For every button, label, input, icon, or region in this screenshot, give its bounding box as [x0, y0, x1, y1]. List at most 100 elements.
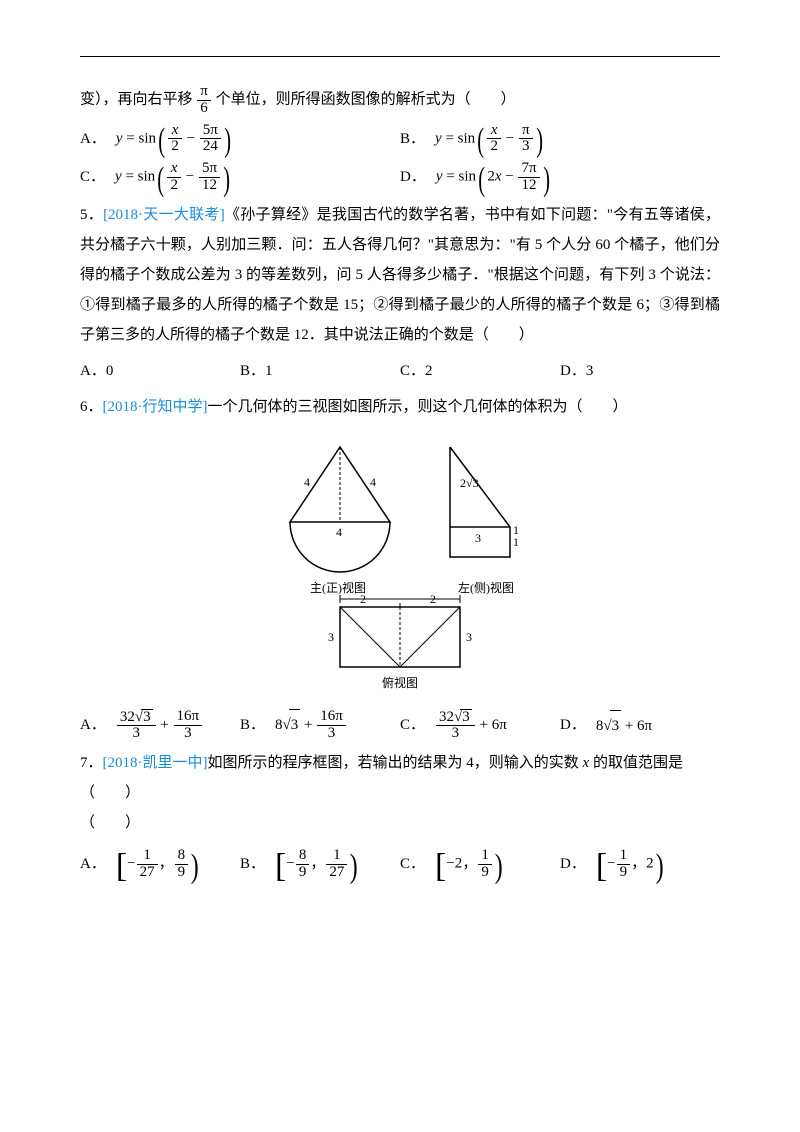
- q4-stem-text1: 变），再向右平移: [80, 92, 193, 108]
- q4a-f2n: 5π: [200, 123, 221, 140]
- q6-d: D． 8√3 + 6π: [560, 709, 720, 743]
- q6-b: B． 8√3 + 16π3: [240, 709, 400, 743]
- q6-figure: 4 4 4 主(正)视图 2√3 3 1 1 左(侧)视图 2: [80, 432, 720, 703]
- q4-row1: A． y = sin(x2 − 5π24) B． y = sin(x2 − π3…: [80, 123, 720, 156]
- q6c-ld: 3: [436, 726, 475, 742]
- q6-source: [2018·行知中学]: [103, 399, 208, 415]
- q5-choices: A．0 B．1 C．2 D．3: [80, 356, 720, 386]
- q7-blank: （ ）: [80, 808, 720, 838]
- q4-frac-den: 6: [197, 101, 211, 117]
- q7b-f1d: 9: [296, 865, 310, 881]
- q4-a-label: A．: [80, 124, 106, 154]
- q4-b-label: B．: [400, 124, 425, 154]
- q4c-f2n: 5π: [199, 161, 220, 178]
- fv-l4b: 4: [370, 475, 376, 489]
- q4b-f1n: x: [487, 123, 501, 140]
- q7-a: A． [−127，89): [80, 848, 240, 881]
- q5-c: C．2: [400, 356, 560, 386]
- q4-row2: C． y = sin(x2 − 5π12) D． y = sin(2x − 7π…: [80, 161, 720, 194]
- q4-b-math: y = sin(x2 − π3): [435, 123, 545, 156]
- q4c-f2d: 12: [199, 178, 220, 194]
- q7c-p: C．: [400, 849, 425, 879]
- q6-a: A． 32√33 + 16π3: [80, 709, 240, 743]
- top-label: 俯视图: [382, 675, 418, 690]
- q4-c-math: y = sin(x2 − 5π12): [115, 161, 232, 194]
- q7a-f1d: 27: [137, 865, 158, 881]
- fv-l4a: 4: [304, 475, 310, 489]
- q4-d-label: D．: [400, 162, 426, 192]
- content: 变），再向右平移 π 6 个单位，则所得函数图像的解析式为（ ） A． y = …: [80, 48, 720, 881]
- q4a-f2d: 24: [200, 139, 221, 155]
- q6b-p: B．: [240, 710, 265, 740]
- q4-choice-d: D． y = sin(2x − 7π12): [400, 161, 720, 194]
- tv-h1: 3: [328, 630, 334, 644]
- q7-body1: 如图所示的程序框图，若输出的结果为 4，则输入的实数: [208, 755, 583, 771]
- q4a-f1d: 2: [168, 139, 182, 155]
- q4-c-label: C．: [80, 162, 105, 192]
- q5-source: [2018·天一大联考]: [103, 207, 225, 223]
- q4-choice-a: A． y = sin(x2 − 5π24): [80, 123, 400, 156]
- q7c-l1: −2: [446, 856, 462, 872]
- q5: 5．[2018·天一大联考]《孙子算经》是我国古代的数学名著，书中有如下问题："…: [80, 200, 720, 350]
- q7-stem: 7．[2018·凯里一中]如图所示的程序框图，若输出的结果为 4，则输入的实数 …: [80, 748, 720, 808]
- q7-choices: A． [−127，89) B． [−89，127) C． [−2，19) D． …: [80, 848, 720, 881]
- q7-c: C． [−2，19): [400, 848, 560, 881]
- q4-d-math: y = sin(2x − 7π12): [436, 161, 552, 194]
- q6-choices: A． 32√33 + 16π3 B． 8√3 + 16π3 C． 32√33 +…: [80, 709, 720, 743]
- q5-body: 《孙子算经》是我国古代的数学名著，书中有如下问题："今有五等诸侯，共分橘子六十颗…: [80, 207, 720, 343]
- q7-b: B． [−89，127): [240, 848, 400, 881]
- q4-stem: 变），再向右平移 π 6 个单位，则所得函数图像的解析式为（ ）: [80, 84, 720, 117]
- q7a-f1n: 1: [137, 848, 158, 865]
- q4-frac-num: π: [197, 84, 211, 101]
- q4d-lead: 2x −: [487, 169, 517, 185]
- q7-d: D． [−19，2): [560, 848, 720, 881]
- q4-stem-text2: 个单位，则所得函数图像的解析式为（ ）: [216, 92, 516, 108]
- q6b-rn: 16π: [317, 709, 346, 726]
- q5-a: A．0: [80, 356, 240, 386]
- side-label: 左(侧)视图: [458, 580, 514, 595]
- top-rule: [80, 56, 720, 57]
- q5-b: B．1: [240, 356, 400, 386]
- q4b-f2n: π: [519, 123, 533, 140]
- q7-num: 7．: [80, 755, 103, 771]
- q6a-p: A．: [80, 710, 106, 740]
- q7b-f1n: 8: [296, 848, 310, 865]
- q4-frac: π 6: [197, 84, 211, 117]
- q7c-f2d: 9: [478, 865, 492, 881]
- q4-a-math: y = sin(x2 − 5π24): [116, 123, 233, 156]
- q7b-p: B．: [240, 849, 265, 879]
- sv-h: 2√3: [460, 476, 479, 490]
- q7a-f2d: 9: [175, 865, 189, 881]
- tv-h2: 3: [466, 630, 472, 644]
- q4d-f2d: 12: [518, 178, 539, 194]
- fv-l4c: 4: [336, 525, 342, 539]
- q4c-f1d: 2: [167, 178, 181, 194]
- q4b-f2d: 3: [519, 139, 533, 155]
- front-label: 主(正)视图: [310, 580, 366, 595]
- q6c-p: C．: [400, 710, 425, 740]
- q6-c: C． 32√33 + 6π: [400, 709, 560, 743]
- q7d-l2: 2: [646, 856, 654, 872]
- q7a-f2n: 8: [175, 848, 189, 865]
- q7-source: [2018·凯里一中]: [103, 755, 208, 771]
- sv-s1b: 1: [513, 523, 519, 537]
- q4c-minus: −: [182, 169, 198, 185]
- q4b-minus: −: [502, 130, 518, 146]
- q6a-ld: 3: [117, 726, 156, 742]
- q6-stem: 6．[2018·行知中学]一个几何体的三视图如图所示，则这个几何体的体积为（ ）: [80, 392, 720, 422]
- sv-s1: 1: [513, 535, 519, 549]
- q6b-rd: 3: [317, 726, 346, 742]
- q4-choice-c: C． y = sin(x2 − 5π12): [80, 161, 400, 194]
- q6-num: 6．: [80, 399, 103, 415]
- q6-body: 一个几何体的三视图如图所示，则这个几何体的体积为（ ）: [208, 399, 628, 415]
- q4-choice-b: B． y = sin(x2 − π3): [400, 123, 720, 156]
- q6-svg: 4 4 4 主(正)视图 2√3 3 1 1 左(侧)视图 2: [250, 432, 550, 692]
- sv-b: 3: [475, 531, 481, 545]
- q4b-f1d: 2: [487, 139, 501, 155]
- q4d-f2n: 7π: [518, 161, 539, 178]
- q6d-p: D．: [560, 710, 586, 740]
- q6a-rn: 16π: [174, 709, 203, 726]
- q7d-f1n: 1: [617, 848, 631, 865]
- q4a-f1n: x: [168, 123, 182, 140]
- q6a-rd: 3: [174, 726, 203, 742]
